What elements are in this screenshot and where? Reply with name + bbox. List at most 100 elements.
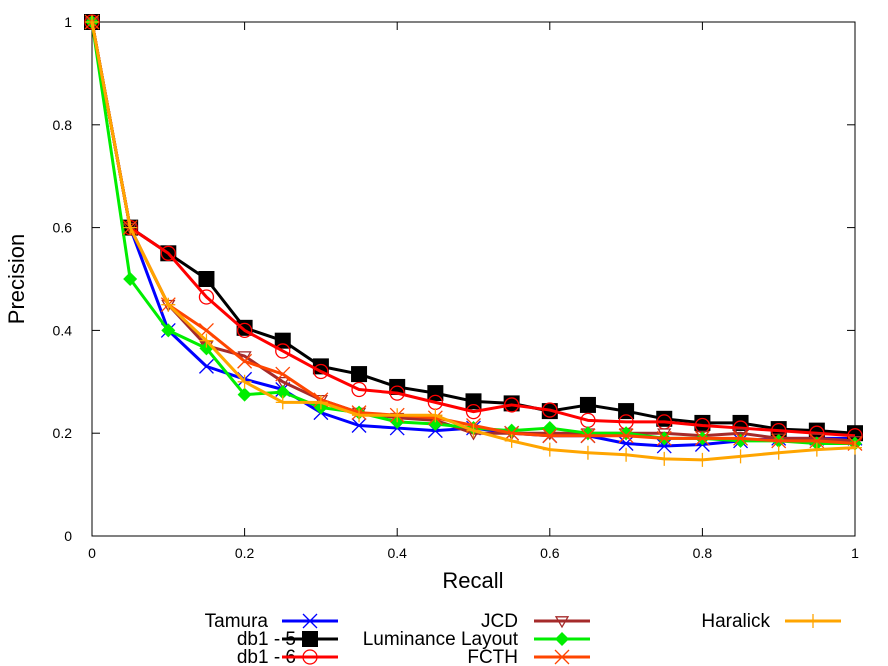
y-tick-label: 0.4 [53, 322, 73, 338]
data-point-plus-marker [733, 449, 748, 464]
series-line [90, 21, 855, 448]
data-point-x-marker [542, 428, 558, 444]
x-axis-ticks: 0 0.2 0.4 0.6 0.8 1 [88, 22, 859, 561]
data-point-plus-marker [466, 423, 481, 438]
data-point-circle-marker [503, 397, 520, 413]
data-point-triangle-marker [733, 428, 748, 441]
x-tick-label: 0.2 [235, 545, 255, 561]
data-point-x-marker [275, 366, 291, 382]
data-point-diamond-marker [504, 423, 519, 438]
legend-label: Tamura [205, 611, 269, 632]
series-db1-6 [84, 14, 863, 444]
data-point-square-marker [618, 403, 635, 420]
data-point-circle-marker [198, 289, 215, 305]
data-point-plus-marker [619, 447, 634, 462]
data-point-diamond-marker [123, 272, 138, 286]
legend-item: db1 - 5 [237, 629, 338, 650]
series-line [90, 21, 856, 435]
y-tick-label: 1 [64, 14, 72, 30]
legend-item: Tamura [205, 611, 338, 632]
data-point-circle-marker [351, 381, 367, 398]
data-point-diamond-marker [161, 323, 176, 338]
series-haralick [85, 15, 862, 467]
series-luminance-layout [85, 15, 862, 451]
data-point-plus-marker [848, 440, 862, 455]
series-line [90, 21, 856, 443]
legend-item: FCTH [467, 647, 590, 666]
legend-item: Luminance Layout [363, 629, 590, 650]
x-tick-label: 0.6 [540, 545, 560, 561]
data-point-x-marker [237, 353, 253, 369]
data-point-x-marker [580, 428, 596, 444]
data-point-plus-marker [352, 408, 367, 423]
plot-frame [91, 21, 856, 537]
data-point-triangle-marker [657, 428, 672, 441]
data-point-plus-marker [199, 333, 214, 348]
series-fcth [84, 14, 863, 451]
x-axis-label: Recall [442, 568, 503, 593]
data-point-plus-marker [504, 433, 519, 448]
legend-item: JCD [481, 611, 590, 632]
legend-label: db1 - 6 [237, 647, 296, 666]
y-tick-label: 0.8 [53, 117, 73, 133]
data-point-circle-marker [302, 649, 318, 665]
data-point-x-marker [733, 430, 749, 446]
data-point-square-marker [389, 378, 406, 395]
data-point-square-marker [579, 396, 596, 413]
data-point-circle-marker [275, 343, 291, 359]
data-point-triangle-marker [809, 433, 824, 446]
data-point-circle-marker [389, 385, 405, 401]
y-axis-label: Precision [4, 234, 29, 324]
x-tick-label: 1 [851, 545, 859, 561]
series-db1-5 [84, 14, 863, 442]
data-point-x-marker [656, 438, 672, 454]
data-point-x-marker [302, 613, 318, 629]
y-axis-ticks: 0 0.2 0.4 0.6 0.8 1 [53, 14, 855, 544]
legend-item: db1 - 6 [237, 647, 338, 666]
data-point-plus-marker [390, 408, 405, 423]
y-tick-label: 0.6 [53, 220, 73, 236]
legend-label: db1 - 5 [237, 629, 296, 650]
x-tick-label: 0 [88, 545, 96, 561]
data-point-square-marker [198, 271, 215, 287]
x-tick-label: 0.8 [693, 545, 713, 561]
data-point-triangle-marker [275, 376, 290, 390]
y-tick-label: 0.2 [53, 425, 73, 441]
series-line [90, 21, 856, 445]
data-point-circle-marker [160, 245, 176, 261]
series-layer [84, 14, 863, 467]
data-point-plus-marker [123, 220, 138, 235]
data-point-x-marker [198, 358, 214, 374]
data-point-plus-marker [580, 445, 595, 460]
data-point-circle-marker [542, 402, 558, 418]
legend-label: FCTH [467, 647, 518, 666]
series-jcd [84, 17, 863, 449]
data-point-x-marker [504, 425, 520, 441]
data-point-plus-marker [771, 445, 786, 460]
data-point-plus-marker [275, 395, 290, 410]
series-line [90, 21, 856, 438]
data-point-plus-marker [809, 442, 824, 457]
data-point-circle-marker [313, 363, 329, 380]
legend-item: Haralick [701, 611, 841, 632]
data-point-plus-marker [428, 408, 443, 423]
data-point-x-marker [554, 649, 570, 665]
data-point-circle-marker [465, 403, 482, 420]
data-point-diamond-marker [275, 385, 290, 400]
x-tick-label: 0.4 [387, 545, 407, 561]
data-point-plus-marker [237, 374, 252, 389]
legend-label: Haralick [701, 611, 770, 632]
data-point-square-marker [302, 631, 318, 647]
legend-label: Luminance Layout [363, 629, 519, 650]
series-line [90, 21, 855, 445]
data-point-circle-marker [236, 322, 253, 339]
data-point-x-marker [618, 436, 634, 451]
data-point-x-marker [351, 418, 367, 433]
data-point-x-marker [809, 433, 825, 449]
data-point-plus-marker [806, 614, 820, 628]
data-point-x-marker [771, 433, 787, 449]
data-point-plus-marker [85, 15, 99, 29]
data-point-plus-marker [542, 442, 557, 457]
data-point-x-marker [694, 430, 710, 446]
